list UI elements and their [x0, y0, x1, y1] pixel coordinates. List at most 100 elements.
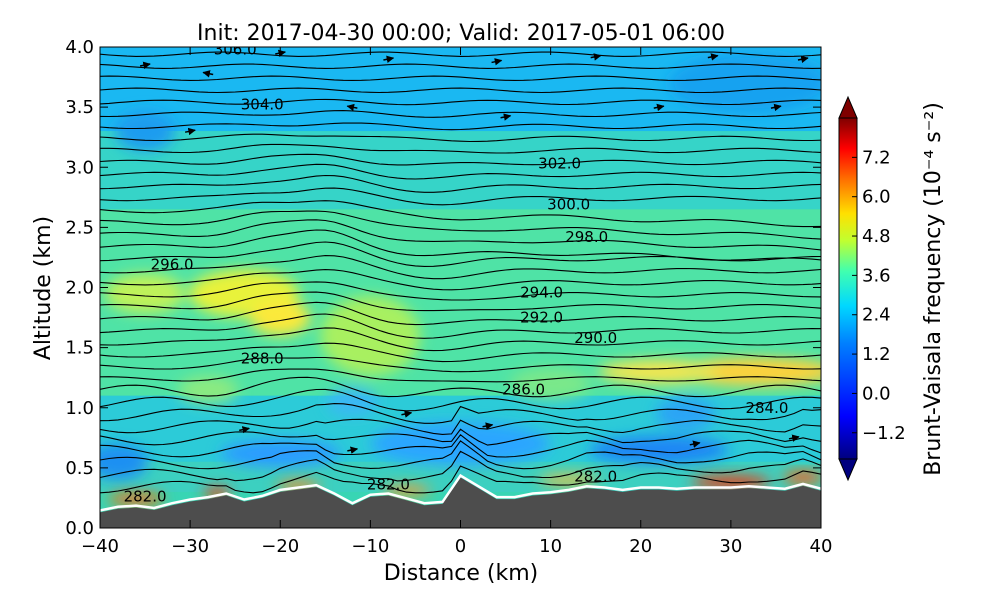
- contour-line: [100, 269, 821, 291]
- y-tick-label: 2.5: [65, 217, 94, 238]
- wind-arrow: [401, 410, 413, 418]
- contour-line: [100, 388, 821, 412]
- contour-line: [100, 342, 821, 363]
- theta-contours: [100, 51, 821, 494]
- contour-line: [100, 210, 821, 240]
- contour-line: [100, 187, 821, 206]
- field-blob: [598, 359, 719, 384]
- contour-line: [100, 122, 821, 131]
- colorbar-tick-label: 1.2: [862, 344, 891, 365]
- y-tick-label: 3.5: [65, 97, 94, 118]
- wind-arrow: [653, 103, 665, 112]
- wind-arrow: [139, 61, 151, 70]
- x-axis-label: Distance (km): [384, 561, 539, 586]
- contour-line: [100, 428, 821, 446]
- wind-arrow: [202, 70, 214, 78]
- contour-line: [100, 51, 821, 57]
- y-tick-label: 1.5: [65, 338, 94, 359]
- contour-label: 296.0: [151, 256, 194, 274]
- contour-line: [100, 368, 821, 383]
- contour-line: [100, 163, 821, 180]
- y-tick-label: 2.0: [65, 278, 94, 299]
- colorbar: −1.2 0.0 1.2 2.4 3.6 4.8 6.0 7.2 Brunt-Vaisala …: [838, 95, 946, 482]
- colorbar-tick-label: 3.6: [862, 265, 891, 286]
- colorbar-tick-label: 6.0: [862, 187, 891, 208]
- colorbar-tick-label: −1.2: [862, 423, 906, 444]
- wind-arrow: [347, 446, 359, 454]
- contour-label: 306.0: [214, 40, 257, 58]
- field-blob: [100, 443, 149, 480]
- contour-line: [100, 143, 821, 154]
- y-tick-label: 3.0: [65, 157, 94, 178]
- contour-line: [100, 174, 821, 193]
- wind-arrow: [184, 127, 196, 136]
- contour-label: 288.0: [241, 349, 284, 367]
- contour-line: [100, 356, 821, 373]
- field-blob: [115, 111, 176, 152]
- terrain: [100, 473, 821, 528]
- bv-field: [100, 47, 821, 528]
- colorbar-tick-label: 2.4: [862, 305, 891, 326]
- y-tick-label: 0.0: [65, 518, 94, 539]
- field-blob: [105, 273, 186, 314]
- contour-label: 282.0: [124, 488, 167, 506]
- contour-line: [100, 255, 821, 280]
- wind-arrow: [500, 113, 512, 121]
- contour-line: [100, 229, 821, 261]
- wind-arrow: [770, 103, 782, 112]
- field-hotspot: [108, 493, 165, 506]
- contour-line: [100, 133, 821, 143]
- wind-arrow: [788, 434, 800, 442]
- contour-line: [100, 281, 821, 301]
- contour-line: [100, 200, 821, 228]
- y-tick-label: 4.0: [65, 37, 94, 58]
- x-tick-label: 20: [629, 536, 652, 557]
- contour-label: 298.0: [565, 228, 608, 246]
- contour-line: [100, 291, 821, 312]
- wind-arrow: [797, 55, 809, 64]
- wind-arrow: [707, 53, 719, 61]
- wind-arrow: [346, 103, 358, 112]
- field-blob: [178, 375, 239, 404]
- y-tick-label: 1.0: [65, 398, 94, 419]
- colorbar-tick-label: 4.8: [862, 226, 891, 247]
- x-tick-label: −30: [171, 536, 209, 557]
- wind-arrow: [482, 422, 494, 430]
- contour-line: [100, 110, 821, 118]
- x-tick-label: 10: [539, 536, 562, 557]
- x-axis: −40 −30 −20 −10 0 10 20 30 40: [81, 47, 832, 557]
- contour-line: [100, 465, 821, 494]
- contour-label: 304.0: [241, 96, 284, 114]
- contour-line: [100, 87, 821, 94]
- contour-line: [100, 313, 821, 339]
- contour-line: [100, 219, 821, 251]
- colorbar-tick-label: 7.2: [862, 147, 891, 168]
- colorbar-extend-min: [838, 458, 858, 482]
- contour-line: [100, 153, 821, 166]
- x-tick-label: −40: [81, 536, 119, 557]
- field-blob: [250, 299, 311, 336]
- contour-label: 292.0: [520, 309, 563, 327]
- terrain-outline: [100, 473, 821, 512]
- contour-line: [100, 301, 821, 326]
- x-tick-label: 30: [719, 536, 742, 557]
- wind-arrow: [491, 58, 503, 66]
- contour-label: 290.0: [574, 329, 617, 347]
- plot-area: 306.0 304.0 302.0 300.0 298.0 296.0 294.0 292.0…: [100, 40, 821, 528]
- contour-line: [100, 403, 821, 424]
- contour-line: [100, 98, 821, 106]
- contour-label: 294.0: [520, 283, 563, 301]
- terrain-fill: [100, 477, 821, 528]
- y-tick-label: 0.5: [65, 458, 94, 479]
- contour-line: [100, 376, 821, 398]
- y-axis: 0.0 0.5 1.0 1.5 2.0 2.5 3.0 3.5 4.0: [65, 37, 821, 539]
- wind-arrow: [590, 53, 602, 61]
- wind-arrow: [689, 440, 701, 448]
- contour-label: 282.0: [367, 476, 410, 494]
- field-hotspot: [782, 471, 821, 484]
- contour-line: [100, 327, 821, 352]
- x-tick-label: −10: [351, 536, 389, 557]
- colorbar-body: [838, 117, 858, 460]
- y-axis-label: Altitude (km): [31, 216, 56, 360]
